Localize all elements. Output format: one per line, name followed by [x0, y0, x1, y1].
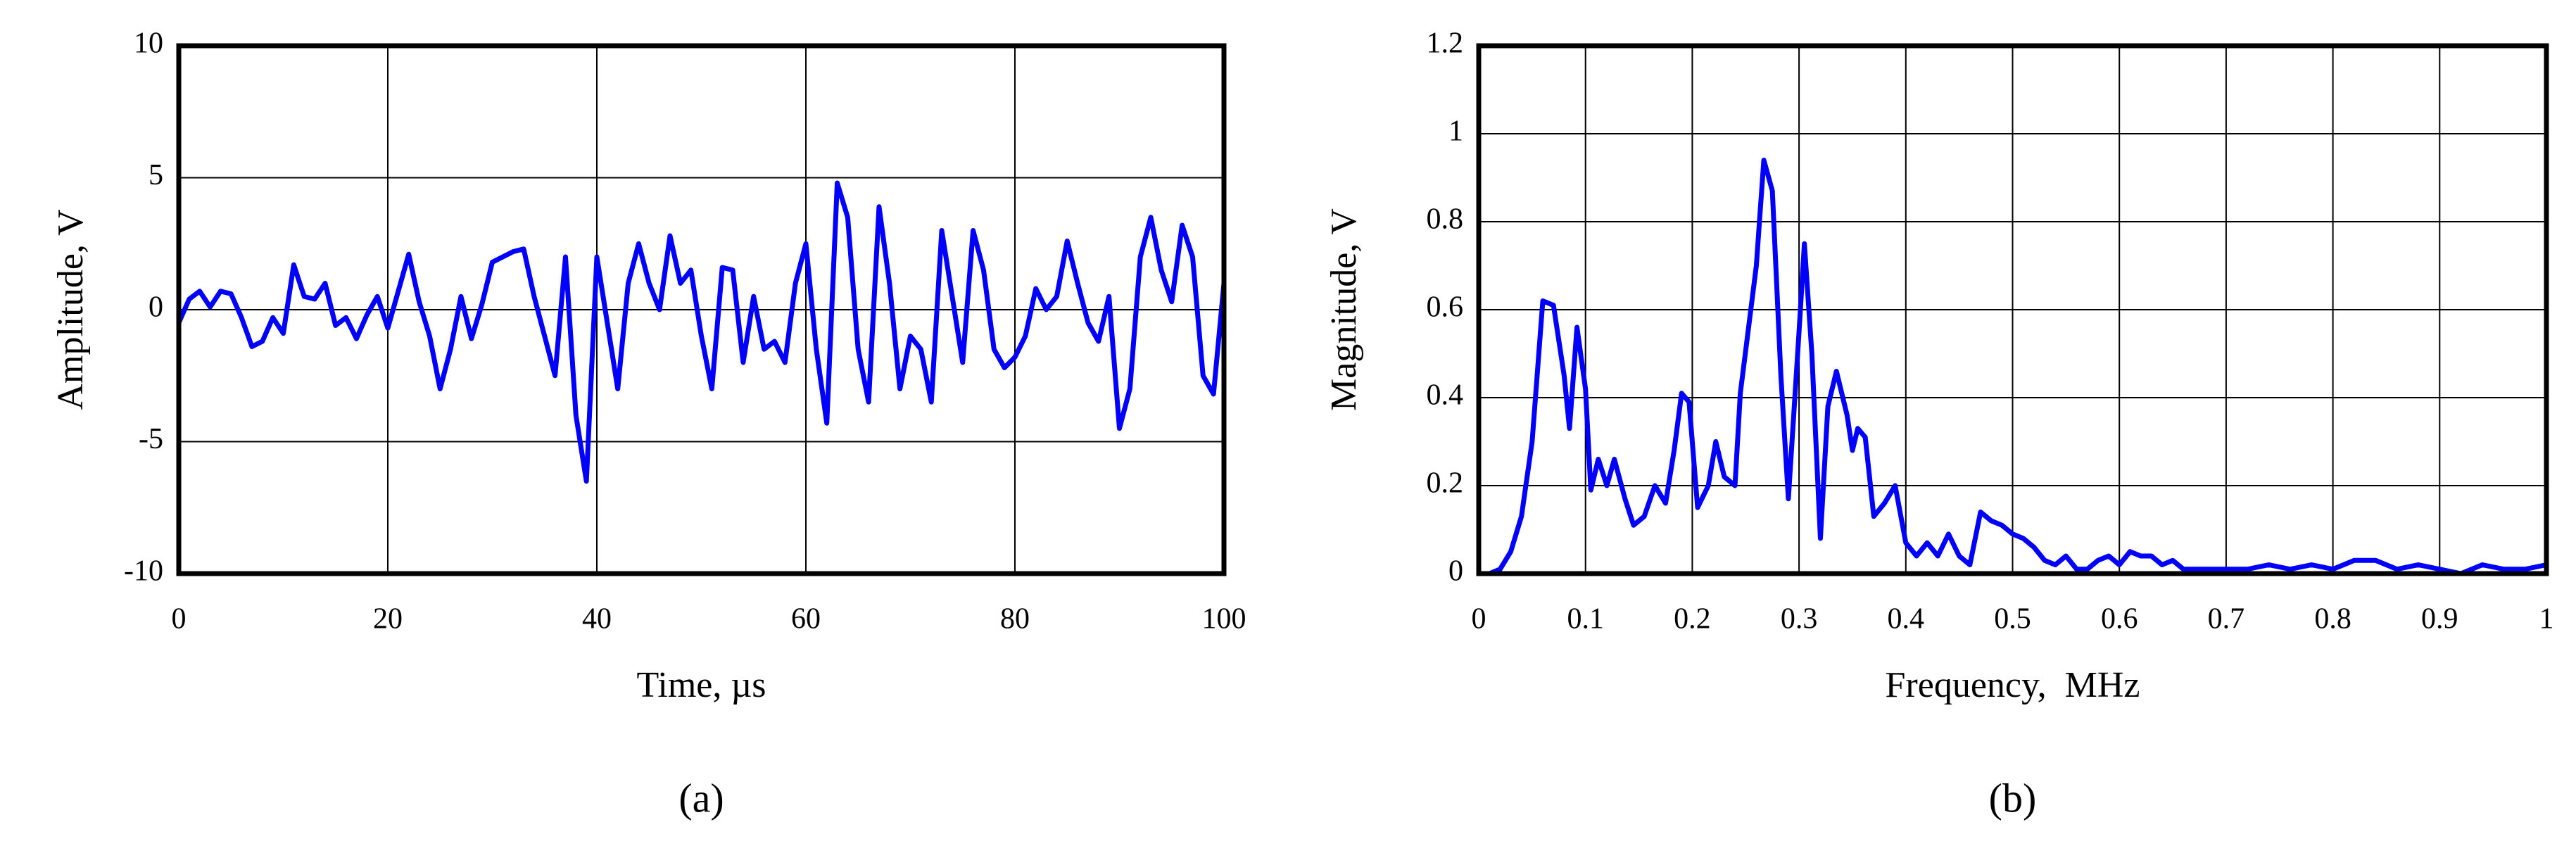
plot-frame	[176, 43, 1227, 576]
x-tick-label: 0	[1472, 603, 1486, 636]
y-tick-label: 0	[1448, 555, 1463, 588]
y-tick-label: -5	[139, 423, 163, 455]
x-tick-label: 1	[2539, 603, 2554, 636]
x-tick-label: 0	[172, 603, 187, 636]
data-line	[1479, 158, 2547, 576]
x-tick-label: 100	[1202, 603, 1246, 636]
data-line	[176, 180, 1227, 484]
y-tick-label: 0.4	[1427, 379, 1464, 412]
y-tick-label: 5	[149, 159, 163, 191]
panel-caption: (b)	[1989, 775, 2037, 821]
x-tick-label: 0.7	[2208, 603, 2245, 636]
y-tick-label: 1	[1448, 115, 1463, 148]
x-tick-label: 0.3	[1781, 603, 1818, 636]
y-tick-label: 1.2	[1427, 27, 1464, 60]
y-tick-label: 0.8	[1427, 203, 1464, 236]
x-tick-label: 0.1	[1567, 603, 1604, 636]
x-axis-title: Frequency, MHz	[1886, 665, 2140, 705]
y-tick-label: -10	[124, 555, 163, 588]
y-tick-label: 0	[149, 291, 163, 324]
x-tick-label: 0.4	[1888, 603, 1925, 636]
x-tick-label: 0.5	[1994, 603, 2031, 636]
x-axis-title: Time, µs	[636, 665, 766, 705]
x-tick-label: 0.2	[1674, 603, 1711, 636]
x-tick-label: 40	[582, 603, 612, 636]
x-tick-label: 60	[791, 603, 821, 636]
x-tick-label: 80	[1000, 603, 1030, 636]
x-tick-label: 0.8	[2314, 603, 2351, 636]
chart-panel: 0 0.2 0.4 0.6 0.8 1 1.2 0 0.1 0.2 0.3 0.4 0.5 0.6 0.7 0…	[1324, 27, 2554, 821]
y-axis-title: Magnitude, V	[1324, 208, 1364, 411]
y-tick-label: 0.2	[1427, 467, 1464, 500]
x-tick-label: 20	[373, 603, 403, 636]
x-tick-label: 0.9	[2421, 603, 2458, 636]
y-tick-label: 0.6	[1427, 291, 1464, 324]
panel-caption: (a)	[678, 775, 724, 821]
x-tick-label: 0.6	[2101, 603, 2138, 636]
plot-frame	[1476, 43, 2549, 576]
y-axis-title: Amplitude, V	[51, 209, 91, 410]
y-tick-label: 10	[134, 27, 163, 60]
